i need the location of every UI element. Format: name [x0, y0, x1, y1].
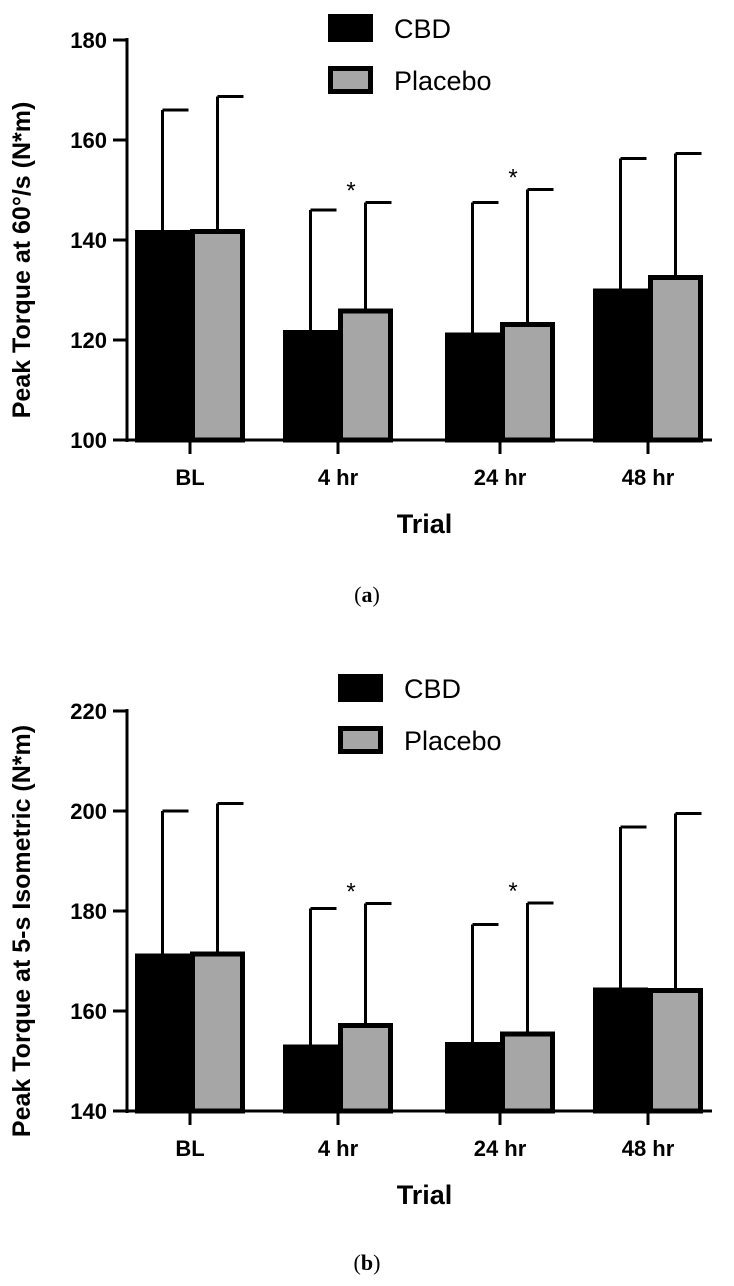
panel-caption-letter: a: [362, 582, 373, 607]
legend-label-placebo: Placebo: [394, 66, 492, 96]
legend-label-placebo: Placebo: [404, 726, 502, 756]
bar-cbd-48-hr: [593, 987, 648, 1114]
error-bar-cbd-48-hr: [619, 825, 647, 988]
y-tick-label: 220: [70, 699, 107, 724]
panel-caption: (b): [354, 1250, 381, 1275]
chart-panel-a: * * 100 120 140 160 180 BL 4 hr 24 hr 48 hr Trial Pe…: [8, 14, 712, 607]
bar-cbd-bl: [135, 953, 190, 1114]
y-tick-label: 140: [70, 228, 107, 253]
x-axis-label: Trial: [397, 1180, 453, 1210]
error-bar-placebo-48-hr: [674, 152, 702, 275]
panel-caption-letter: b: [361, 1250, 373, 1275]
bar-cbd-bl: [135, 230, 190, 443]
error-bar-placebo-48-hr: [674, 812, 702, 988]
legend-swatch-cbd: [328, 14, 373, 42]
error-bar-placebo-4-hr: [364, 902, 392, 1023]
error-bar-placebo-bl: [216, 95, 244, 229]
x-tick-label-48-hr: 48 hr: [622, 465, 675, 490]
bar-placebo-4-hr: [338, 308, 393, 443]
error-bar-placebo-24-hr: [526, 901, 554, 1032]
error-bar-placebo-bl: [216, 802, 244, 952]
y-axis-label: Peak Torque at 60°/s (N*m): [8, 102, 36, 419]
bar-placebo-24-hr: [500, 322, 555, 443]
x-tick-label-4-hr: 4 hr: [318, 1136, 359, 1161]
significance-mark-24-hr: *: [508, 878, 517, 905]
panel-caption: (a): [354, 582, 380, 607]
error-bar-cbd-48-hr: [619, 157, 647, 289]
chart-panel-b: * * 140 160 180 200 220 BL 4 hr 24 hr 48 hr Trial Pe…: [8, 674, 712, 1275]
bar-cbd-4-hr: [283, 1044, 338, 1114]
legend-item-placebo: Placebo: [338, 726, 502, 756]
x-axis-label: Trial: [397, 509, 453, 539]
bar-placebo-4-hr: [338, 1023, 393, 1114]
x-tick-label-24-hr: 24 hr: [474, 465, 527, 490]
bar-placebo-48-hr: [648, 275, 703, 443]
bar-placebo-48-hr: [648, 988, 703, 1114]
legend-item-cbd: CBD: [328, 14, 451, 44]
significance-mark-4-hr: *: [346, 178, 355, 205]
legend-label-cbd: CBD: [394, 14, 451, 44]
y-tick-label: 180: [70, 899, 107, 924]
significance-mark-4-hr: *: [346, 879, 355, 906]
error-bar-cbd-24-hr: [471, 201, 499, 333]
bar-cbd-4-hr: [283, 330, 338, 443]
bar-cbd-48-hr: [593, 288, 648, 443]
y-tick-label: 160: [70, 128, 107, 153]
legend-item-placebo: Placebo: [328, 66, 492, 96]
legend-item-cbd: CBD: [338, 674, 461, 704]
legend-swatch-cbd: [338, 674, 383, 702]
y-axis-label: Peak Torque at 5-s Isometric (N*m): [8, 725, 36, 1137]
y-tick-label: 120: [70, 328, 107, 353]
error-bar-cbd-bl: [161, 809, 189, 954]
bar-placebo-bl: [190, 951, 245, 1114]
error-bar-placebo-24-hr: [526, 188, 554, 322]
x-tick-label-48-hr: 48 hr: [622, 1136, 675, 1161]
x-tick-label-24-hr: 24 hr: [474, 1136, 527, 1161]
legend-label-cbd: CBD: [404, 674, 461, 704]
bar-placebo-bl: [190, 229, 245, 443]
y-tick-label: 160: [70, 999, 107, 1024]
bar-placebo-24-hr: [500, 1031, 555, 1114]
y-tick-label: 140: [70, 1099, 107, 1124]
y-tick-label: 180: [70, 28, 107, 53]
legend-swatch-placebo: [338, 726, 383, 754]
error-bar-cbd-bl: [161, 108, 189, 230]
y-tick-label: 100: [70, 428, 107, 453]
bar-cbd-24-hr: [445, 1042, 500, 1114]
legend-swatch-placebo: [328, 66, 373, 94]
x-tick-label-bl: BL: [175, 1136, 204, 1161]
x-tick-label-bl: BL: [175, 465, 204, 490]
error-bar-placebo-4-hr: [364, 201, 392, 309]
x-tick-label-4-hr: 4 hr: [318, 465, 359, 490]
error-bar-cbd-4-hr: [309, 208, 337, 330]
error-bar-cbd-4-hr: [309, 907, 337, 1045]
bar-cbd-24-hr: [445, 332, 500, 443]
error-bar-cbd-24-hr: [471, 923, 499, 1042]
significance-mark-24-hr: *: [508, 165, 517, 192]
y-tick-label: 200: [70, 799, 107, 824]
